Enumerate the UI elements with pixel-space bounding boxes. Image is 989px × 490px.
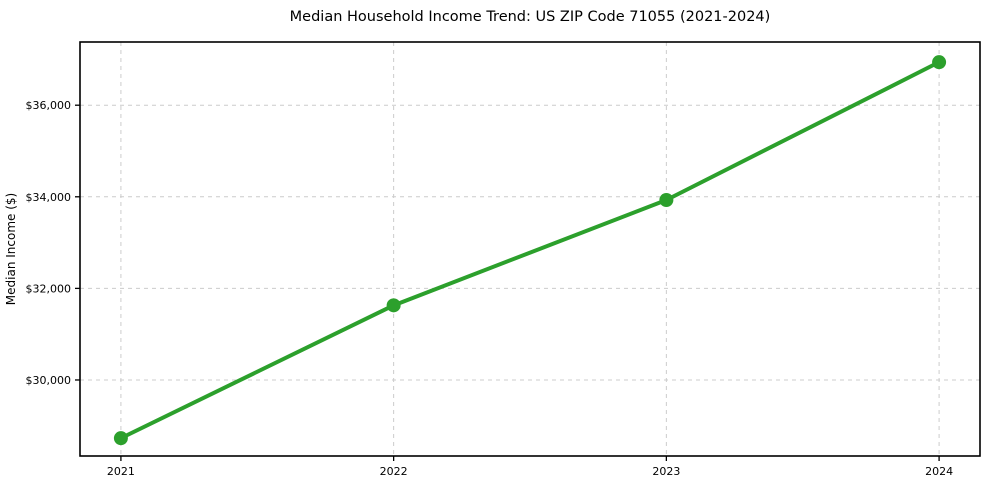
trend-line [118, 60, 942, 441]
tick-labels: 2021 2022 2023 2024 $30,000 $32,000 $34,000 $36… [26, 99, 954, 478]
y-tick-label: $34,000 [26, 191, 72, 204]
data-point [113, 431, 128, 446]
series-layer [113, 55, 947, 446]
plot-frame [79, 41, 981, 457]
gridlines [80, 42, 980, 456]
x-tick-label: 2024 [925, 465, 953, 478]
x-tick-label: 2022 [380, 465, 408, 478]
chart-title: Median Household Income Trend: US ZIP Co… [290, 9, 771, 25]
x-tick-label: 2023 [652, 465, 680, 478]
y-axis-label: Median Income ($) [4, 193, 18, 305]
y-tick-label: $30,000 [26, 374, 72, 387]
y-tick-label: $36,000 [26, 99, 72, 112]
data-point [932, 55, 947, 70]
y-tick-label: $32,000 [26, 282, 72, 295]
data-point [386, 298, 401, 313]
data-point [659, 192, 674, 207]
axis-ticks [75, 104, 940, 461]
x-tick-label: 2021 [107, 465, 135, 478]
